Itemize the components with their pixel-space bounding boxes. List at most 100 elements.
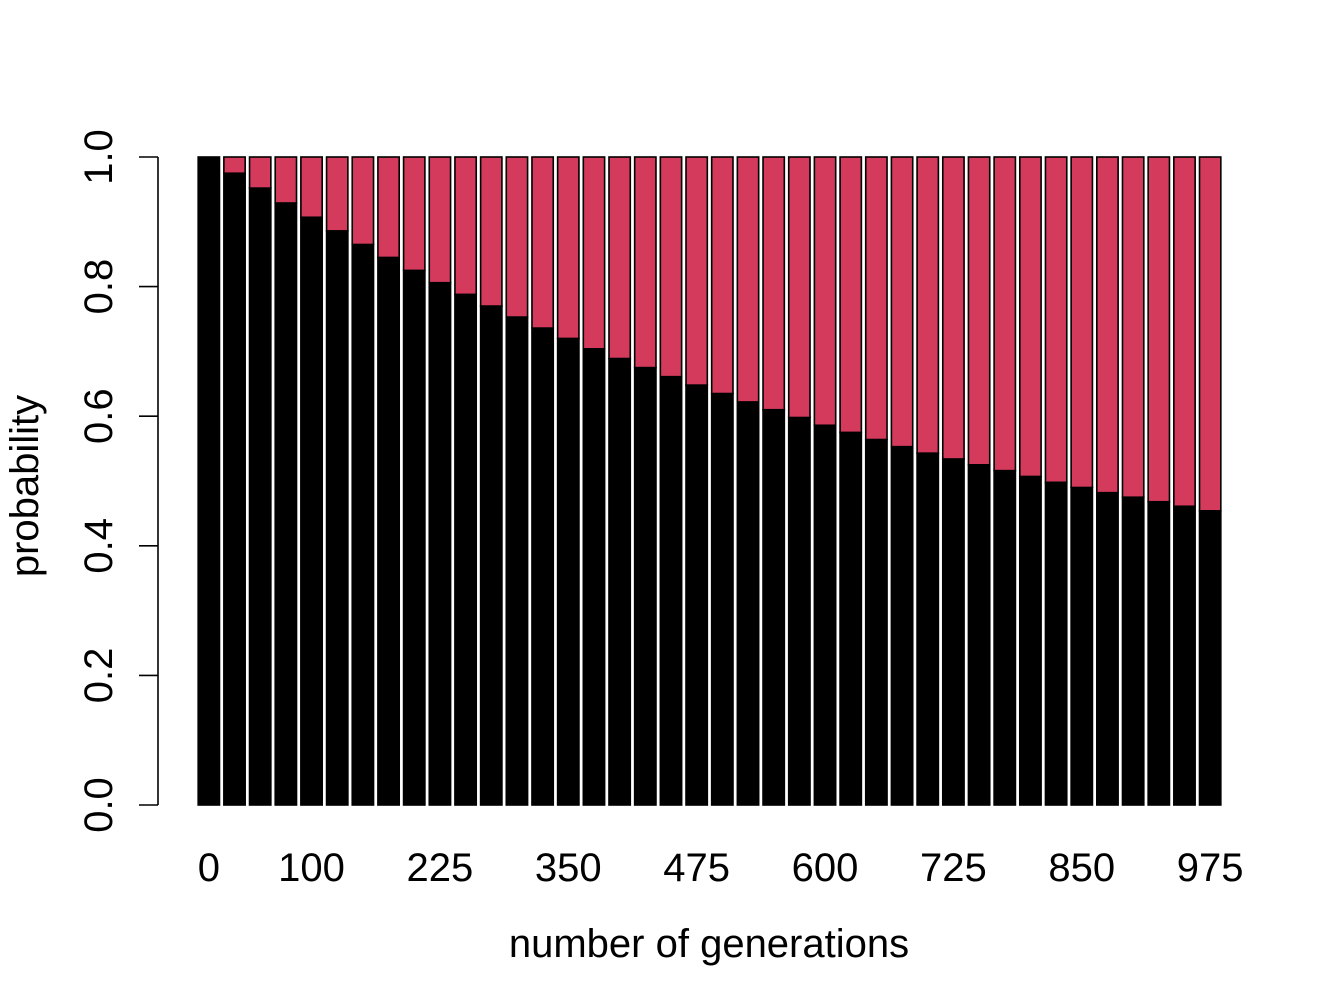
bar-segment-1-25 [223, 156, 246, 175]
bar-segment-1-425 [633, 156, 657, 369]
bar-segment-0-625 [839, 431, 863, 806]
bar-segment-0-125 [325, 230, 349, 806]
bar-segment-1-525 [736, 156, 760, 403]
x-tick-label-100: 100 [278, 846, 345, 890]
bar-segment-1-75 [274, 156, 298, 204]
bar-segment-0-150 [351, 243, 375, 806]
bar-segment-0-425 [633, 366, 657, 806]
bars-group [197, 156, 1222, 806]
bar-segment-1-125 [325, 156, 349, 232]
y-tick-label-0.8: 0.8 [77, 259, 121, 315]
bar-segment-0-350 [556, 337, 580, 806]
bar-segment-1-975 [1198, 156, 1222, 512]
y-tick-label-0.2: 0.2 [77, 648, 121, 704]
bar-segment-1-950 [1173, 156, 1196, 508]
bar-segment-1-225 [428, 156, 452, 284]
bar-segment-0-375 [582, 348, 606, 806]
bar-segment-1-300 [505, 156, 529, 318]
bar-segment-0-550 [762, 408, 786, 806]
bar-segment-0-275 [479, 305, 503, 806]
bar-segment-0-925 [1147, 500, 1171, 806]
bar-segment-0-50 [248, 187, 272, 806]
x-tick-label-600: 600 [792, 846, 859, 890]
bar-segment-0-575 [787, 416, 811, 806]
bar-segment-1-575 [787, 156, 811, 419]
bar-segment-1-775 [993, 156, 1017, 472]
bar-segment-0-750 [967, 463, 991, 806]
bar-segment-1-875 [1096, 156, 1119, 494]
bar-segment-0-475 [685, 384, 709, 806]
bar-segment-1-325 [531, 156, 555, 329]
bar-segment-0-450 [659, 375, 683, 806]
bar-segment-1-375 [582, 156, 606, 350]
bar-segment-1-150 [351, 156, 375, 246]
bar-segment-1-100 [300, 156, 323, 219]
bar-segment-1-450 [659, 156, 683, 378]
bar-segment-0-500 [710, 392, 734, 806]
bar-segment-0-850 [1070, 486, 1094, 806]
bar-segment-0-325 [531, 327, 555, 806]
y-tick-label-0.4: 0.4 [77, 518, 121, 574]
bar-segment-0-100 [300, 216, 323, 806]
bar-segment-0-225 [428, 281, 452, 806]
bar-segment-1-800 [1018, 156, 1042, 478]
bar-segment-1-700 [916, 156, 940, 454]
bar-segment-1-350 [556, 156, 580, 340]
y-tick-label-1.0: 1.0 [77, 129, 121, 185]
bar-segment-0-650 [864, 438, 888, 806]
bar-segment-0-900 [1121, 496, 1145, 806]
bar-segment-0-75 [274, 202, 298, 806]
bar-segment-0-175 [377, 256, 401, 806]
bar-segment-0-250 [454, 293, 478, 806]
bar-segment-1-175 [377, 156, 401, 259]
bar-segment-1-850 [1070, 156, 1094, 489]
bar-segment-1-725 [941, 156, 965, 460]
bar-segment-1-400 [608, 156, 632, 360]
bar-segment-0-600 [813, 424, 837, 806]
x-tick-label-850: 850 [1048, 846, 1115, 890]
bar-segment-0-700 [916, 452, 940, 806]
bar-segment-0-400 [608, 357, 632, 806]
bar-segment-1-825 [1044, 156, 1068, 484]
bar-segment-1-925 [1147, 156, 1171, 503]
x-tick-label-725: 725 [920, 846, 987, 890]
y-tick-label-0.6: 0.6 [77, 388, 121, 444]
bar-segment-1-625 [839, 156, 863, 434]
x-axis: 0 100 225 350 475 600 725 850 975 [198, 846, 1244, 890]
bar-segment-0-0 [197, 156, 221, 806]
bar-segment-1-750 [967, 156, 991, 466]
bar-segment-1-600 [813, 156, 837, 427]
bar-segment-1-275 [479, 156, 503, 307]
bar-segment-0-25 [223, 172, 246, 806]
x-tick-label-975: 975 [1177, 846, 1244, 890]
bar-segment-0-300 [505, 316, 529, 806]
bar-segment-0-200 [402, 269, 426, 806]
bar-segment-1-900 [1121, 156, 1145, 499]
x-tick-label-475: 475 [663, 846, 730, 890]
y-axis: 0.0 0.2 0.4 0.6 0.8 1.0 [77, 129, 159, 833]
bar-segment-0-725 [941, 458, 965, 806]
x-tick-label-0: 0 [198, 846, 220, 890]
bar-segment-1-50 [248, 156, 272, 189]
bar-segment-0-950 [1173, 505, 1196, 806]
bar-segment-1-475 [685, 156, 709, 386]
bar-segment-0-975 [1198, 510, 1222, 806]
x-tick-label-225: 225 [407, 846, 474, 890]
bar-segment-1-650 [864, 156, 888, 441]
bar-segment-0-825 [1044, 481, 1068, 806]
bar-segment-1-250 [454, 156, 478, 296]
bar-segment-1-500 [710, 156, 734, 395]
bar-segment-0-875 [1096, 491, 1119, 806]
y-axis-title: probability [3, 395, 47, 577]
bar-segment-0-675 [890, 445, 914, 806]
x-axis-title: number of generations [509, 922, 909, 966]
y-tick-label-0.0: 0.0 [77, 777, 121, 833]
bar-segment-0-525 [736, 401, 760, 806]
bar-segment-1-200 [402, 156, 426, 272]
bar-segment-1-550 [762, 156, 786, 411]
bar-segment-1-675 [890, 156, 914, 448]
bar-segment-0-800 [1018, 475, 1042, 806]
x-tick-label-350: 350 [535, 846, 602, 890]
bar-segment-0-775 [993, 469, 1017, 806]
